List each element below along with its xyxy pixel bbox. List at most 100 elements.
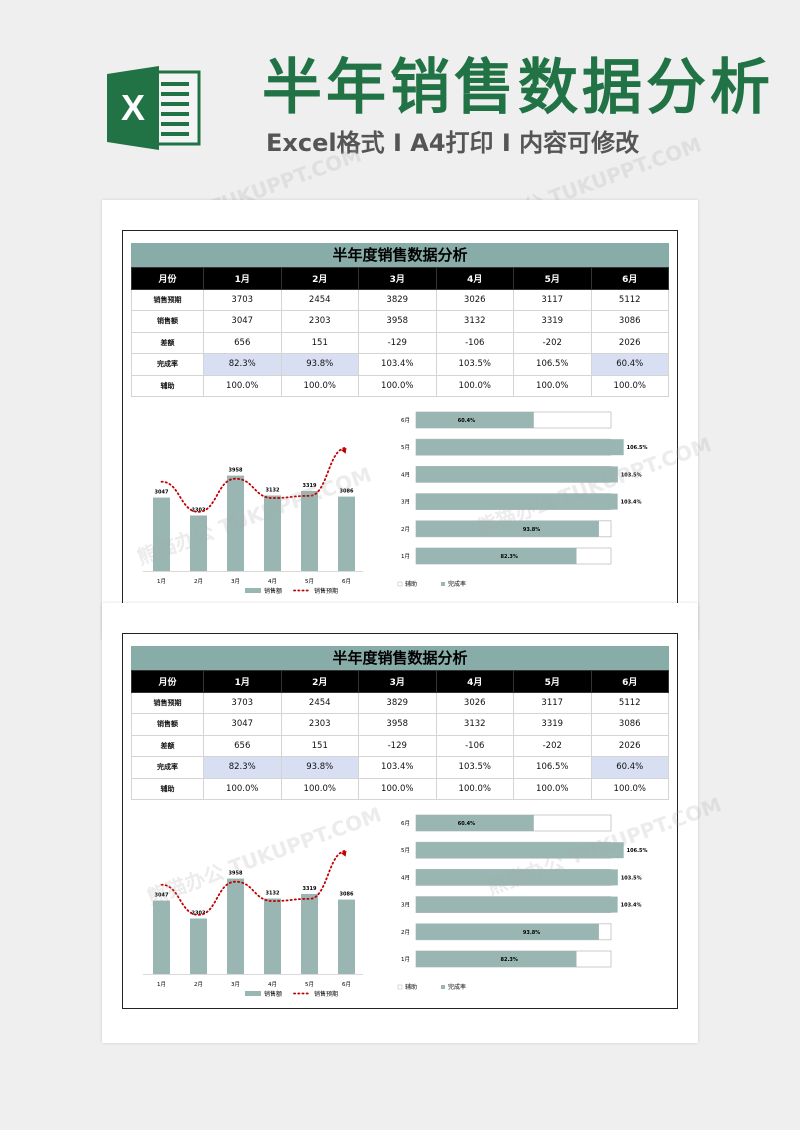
table-cell: 100.0%: [435, 374, 514, 397]
table-row: 销售预期 3703 2454 3829 3026 3117 5112: [131, 691, 669, 714]
bar: [190, 918, 207, 974]
row-label: 销售额: [131, 310, 204, 333]
bar: [190, 515, 207, 571]
table-cell: 103.5%: [435, 756, 514, 779]
x-tick-label: 1月: [157, 578, 166, 585]
legend-rate-swatch: [441, 582, 445, 586]
header-cell: 4月: [435, 670, 514, 693]
data-label: 106.5%: [627, 848, 648, 854]
table-cell: -202: [513, 734, 592, 757]
table-cell: 100.0%: [203, 777, 282, 800]
legend-aux-label: 辅助: [405, 580, 417, 588]
table-cell: 100.0%: [513, 374, 592, 397]
data-label: 60.4%: [458, 821, 475, 827]
table-cell: 5112: [590, 691, 669, 714]
data-label: 3319: [303, 886, 317, 892]
completion-rate-chart: 6月 60.4% 5月 106.5% 4月 103.5% 3月 103.4% 2月 93.8% 1月…: [397, 411, 648, 588]
table-cell: 3703: [203, 691, 282, 714]
data-label: 82.3%: [500, 554, 517, 560]
sales-table: 月份 1月 2月 3月 4月 5月 6月 销售预期 3703 2454 3829…: [131, 670, 669, 800]
y-tick-label: 2月: [401, 526, 410, 533]
table-cell: 656: [203, 734, 282, 757]
header-cell: 月份: [131, 267, 204, 290]
line-arrow-icon: [341, 447, 347, 454]
y-tick-label: 3月: [401, 902, 410, 909]
x-tick-label: 6月: [342, 578, 351, 585]
x-tick-label: 4月: [268, 578, 277, 585]
header-cell: 2月: [280, 670, 359, 693]
table-cell: 100.0%: [435, 777, 514, 800]
table-cell: 82.3%: [203, 353, 282, 376]
table-cell: 100.0%: [280, 374, 359, 397]
table-cell: 3703: [203, 288, 282, 311]
data-label: 3319: [303, 483, 317, 489]
x-tick-label: 3月: [231, 981, 240, 988]
bar: [338, 899, 355, 974]
sheet-page-1: 半年度销售数据分析 月份 1月 2月 3月 4月 5月 6月 销售预期 3703…: [102, 200, 698, 640]
table-row: 完成率 82.3% 93.8% 103.4% 103.5% 106.5% 60.…: [131, 353, 669, 376]
header-cell: 5月: [513, 670, 592, 693]
table-cell: 106.5%: [513, 756, 592, 779]
table-cell: 100.0%: [358, 374, 437, 397]
table-cell: 151: [280, 331, 359, 354]
x-tick-label: 1月: [157, 981, 166, 988]
table-cell: 103.5%: [435, 353, 514, 376]
rate-bar: [416, 923, 599, 940]
header-cell: 3月: [358, 670, 437, 693]
table-cell: 93.8%: [280, 756, 359, 779]
legend-aux-swatch: [397, 984, 403, 990]
x-tick-label: 5月: [305, 981, 314, 988]
bar: [227, 878, 244, 974]
table-cell: 3086: [590, 713, 669, 736]
table-row: 辅助 100.0% 100.0% 100.0% 100.0% 100.0% 10…: [131, 777, 669, 800]
x-tick-label: 2月: [194, 578, 203, 585]
table-cell: 3132: [435, 310, 514, 333]
row-label: 差额: [131, 331, 204, 354]
data-label: 103.5%: [621, 875, 642, 881]
row-label: 完成率: [131, 756, 204, 779]
data-label: 93.8%: [523, 930, 540, 936]
table-cell: 82.3%: [203, 756, 282, 779]
bar: [338, 496, 355, 571]
table-header-row: 月份 1月 2月 3月 4月 5月 6月: [131, 670, 669, 693]
table-cell: 3026: [435, 691, 514, 714]
legend-aux-swatch: [397, 581, 403, 587]
x-tick-label: 6月: [342, 981, 351, 988]
completion-rate-chart: 6月 60.4% 5月 106.5% 4月 103.5% 3月 103.4% 2月 93.8% 1月…: [397, 814, 648, 991]
y-tick-label: 6月: [401, 820, 410, 827]
expected-sales-line: [160, 446, 348, 513]
data-label: 103.5%: [621, 472, 642, 478]
table-cell: 3132: [435, 713, 514, 736]
row-label: 辅助: [131, 777, 204, 800]
table-cell: 2026: [590, 734, 669, 757]
data-label: 3047: [155, 893, 169, 899]
data-label: 82.3%: [500, 957, 517, 963]
table-cell: 3958: [358, 713, 437, 736]
rate-bar: [416, 815, 534, 831]
y-tick-label: 1月: [401, 956, 410, 963]
table-cell: 106.5%: [513, 353, 592, 376]
bar: [264, 495, 281, 571]
expected-sales-line: [160, 849, 348, 916]
header-cell: 5月: [513, 267, 592, 290]
y-tick-label: 5月: [401, 847, 410, 854]
legend-rate-label: 完成率: [448, 580, 466, 588]
x-tick-label: 4月: [268, 981, 277, 988]
table-row: 销售额 3047 2303 3958 3132 3319 3086: [131, 713, 669, 736]
x-tick-label: 5月: [305, 578, 314, 585]
data-label: 2303: [192, 910, 206, 916]
row-label: 销售额: [131, 713, 204, 736]
table-row: 销售额 3047 2303 3958 3132 3319 3086: [131, 310, 669, 333]
table-cell: 3117: [513, 691, 592, 714]
table-cell: 3829: [358, 691, 437, 714]
table-cell: 3958: [358, 310, 437, 333]
bar: [301, 893, 318, 974]
page-subtitle: Excel格式 I A4打印 I 内容可修改: [266, 129, 640, 157]
rate-bar: [416, 842, 624, 859]
legend-rate-swatch: [441, 985, 445, 989]
report-frame: 半年度销售数据分析 月份 1月 2月 3月 4月 5月 6月 销售预期 3703…: [122, 230, 678, 606]
data-label: 103.4%: [621, 500, 642, 506]
y-tick-label: 6月: [401, 417, 410, 424]
table-cell: 151: [280, 734, 359, 757]
table-cell: 3117: [513, 288, 592, 311]
